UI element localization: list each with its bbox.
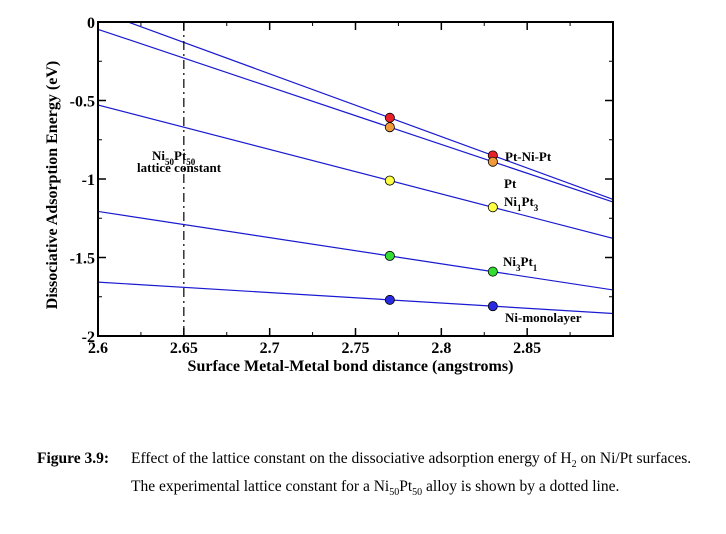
tick-labels: 2.6 2.65 2.7 2.75 2.8 2.85 0 -0.5 -1 -1.5 -2 bbox=[70, 15, 541, 357]
figure-caption: Figure 3.9: Effect of the lattice consta… bbox=[37, 448, 697, 504]
data-point bbox=[384, 122, 395, 133]
x-tick-label: 2.7 bbox=[260, 340, 280, 357]
series-line bbox=[98, 104, 613, 240]
caption-body: Effect of the lattice constant on the di… bbox=[131, 450, 692, 499]
x-tick-label: 2.65 bbox=[170, 340, 198, 357]
label-pt-ni-pt: Pt-Ni-Pt bbox=[505, 149, 552, 164]
marker-annotation-line1: Ni50Pt50 bbox=[152, 148, 196, 167]
chart: 2.6 2.65 2.7 2.75 2.8 2.85 0 -0.5 -1 -1.5 -2 Surfa… bbox=[44, 15, 614, 375]
data-point bbox=[487, 156, 498, 167]
series-line bbox=[98, 281, 613, 315]
data-points bbox=[384, 112, 498, 312]
data-point bbox=[384, 175, 395, 186]
x-tick-label: 2.85 bbox=[513, 340, 541, 357]
series-line bbox=[126, 22, 613, 201]
x-tick-label: 2.75 bbox=[342, 340, 370, 357]
marker-annotation-line2: lattice constant bbox=[137, 160, 222, 175]
series-line bbox=[98, 28, 613, 203]
y-axis-label: Dissociative Adsorption Energy (eV) bbox=[44, 61, 61, 309]
label-pt: Pt bbox=[504, 176, 517, 191]
data-point bbox=[384, 294, 395, 305]
data-point bbox=[384, 112, 395, 123]
data-point bbox=[487, 202, 498, 213]
y-tick-label: -1.5 bbox=[70, 251, 95, 268]
y-tick-label: -0.5 bbox=[70, 94, 95, 111]
series-line bbox=[98, 210, 613, 291]
label-ni1pt3: Ni1Pt3 bbox=[504, 194, 539, 213]
plot-frame bbox=[97, 21, 614, 337]
y-tick-label: -2 bbox=[82, 329, 95, 346]
series-lines bbox=[98, 22, 613, 315]
label-ni-monolayer: Ni-monolayer bbox=[505, 310, 582, 325]
data-point bbox=[384, 250, 395, 261]
y-tick-label: 0 bbox=[87, 15, 95, 32]
caption-lead: Figure 3.9: bbox=[37, 450, 110, 467]
y-tick-label: -1 bbox=[82, 172, 95, 189]
axis-ticks bbox=[97, 21, 613, 337]
label-ni3pt1: Ni3Pt1 bbox=[503, 254, 538, 273]
data-point bbox=[487, 266, 498, 277]
x-tick-label: 2.8 bbox=[431, 340, 451, 357]
x-axis-label: Surface Metal-Metal bond distance (angst… bbox=[188, 358, 514, 375]
data-point bbox=[487, 301, 498, 312]
x-tick-label: 2.6 bbox=[88, 340, 108, 357]
